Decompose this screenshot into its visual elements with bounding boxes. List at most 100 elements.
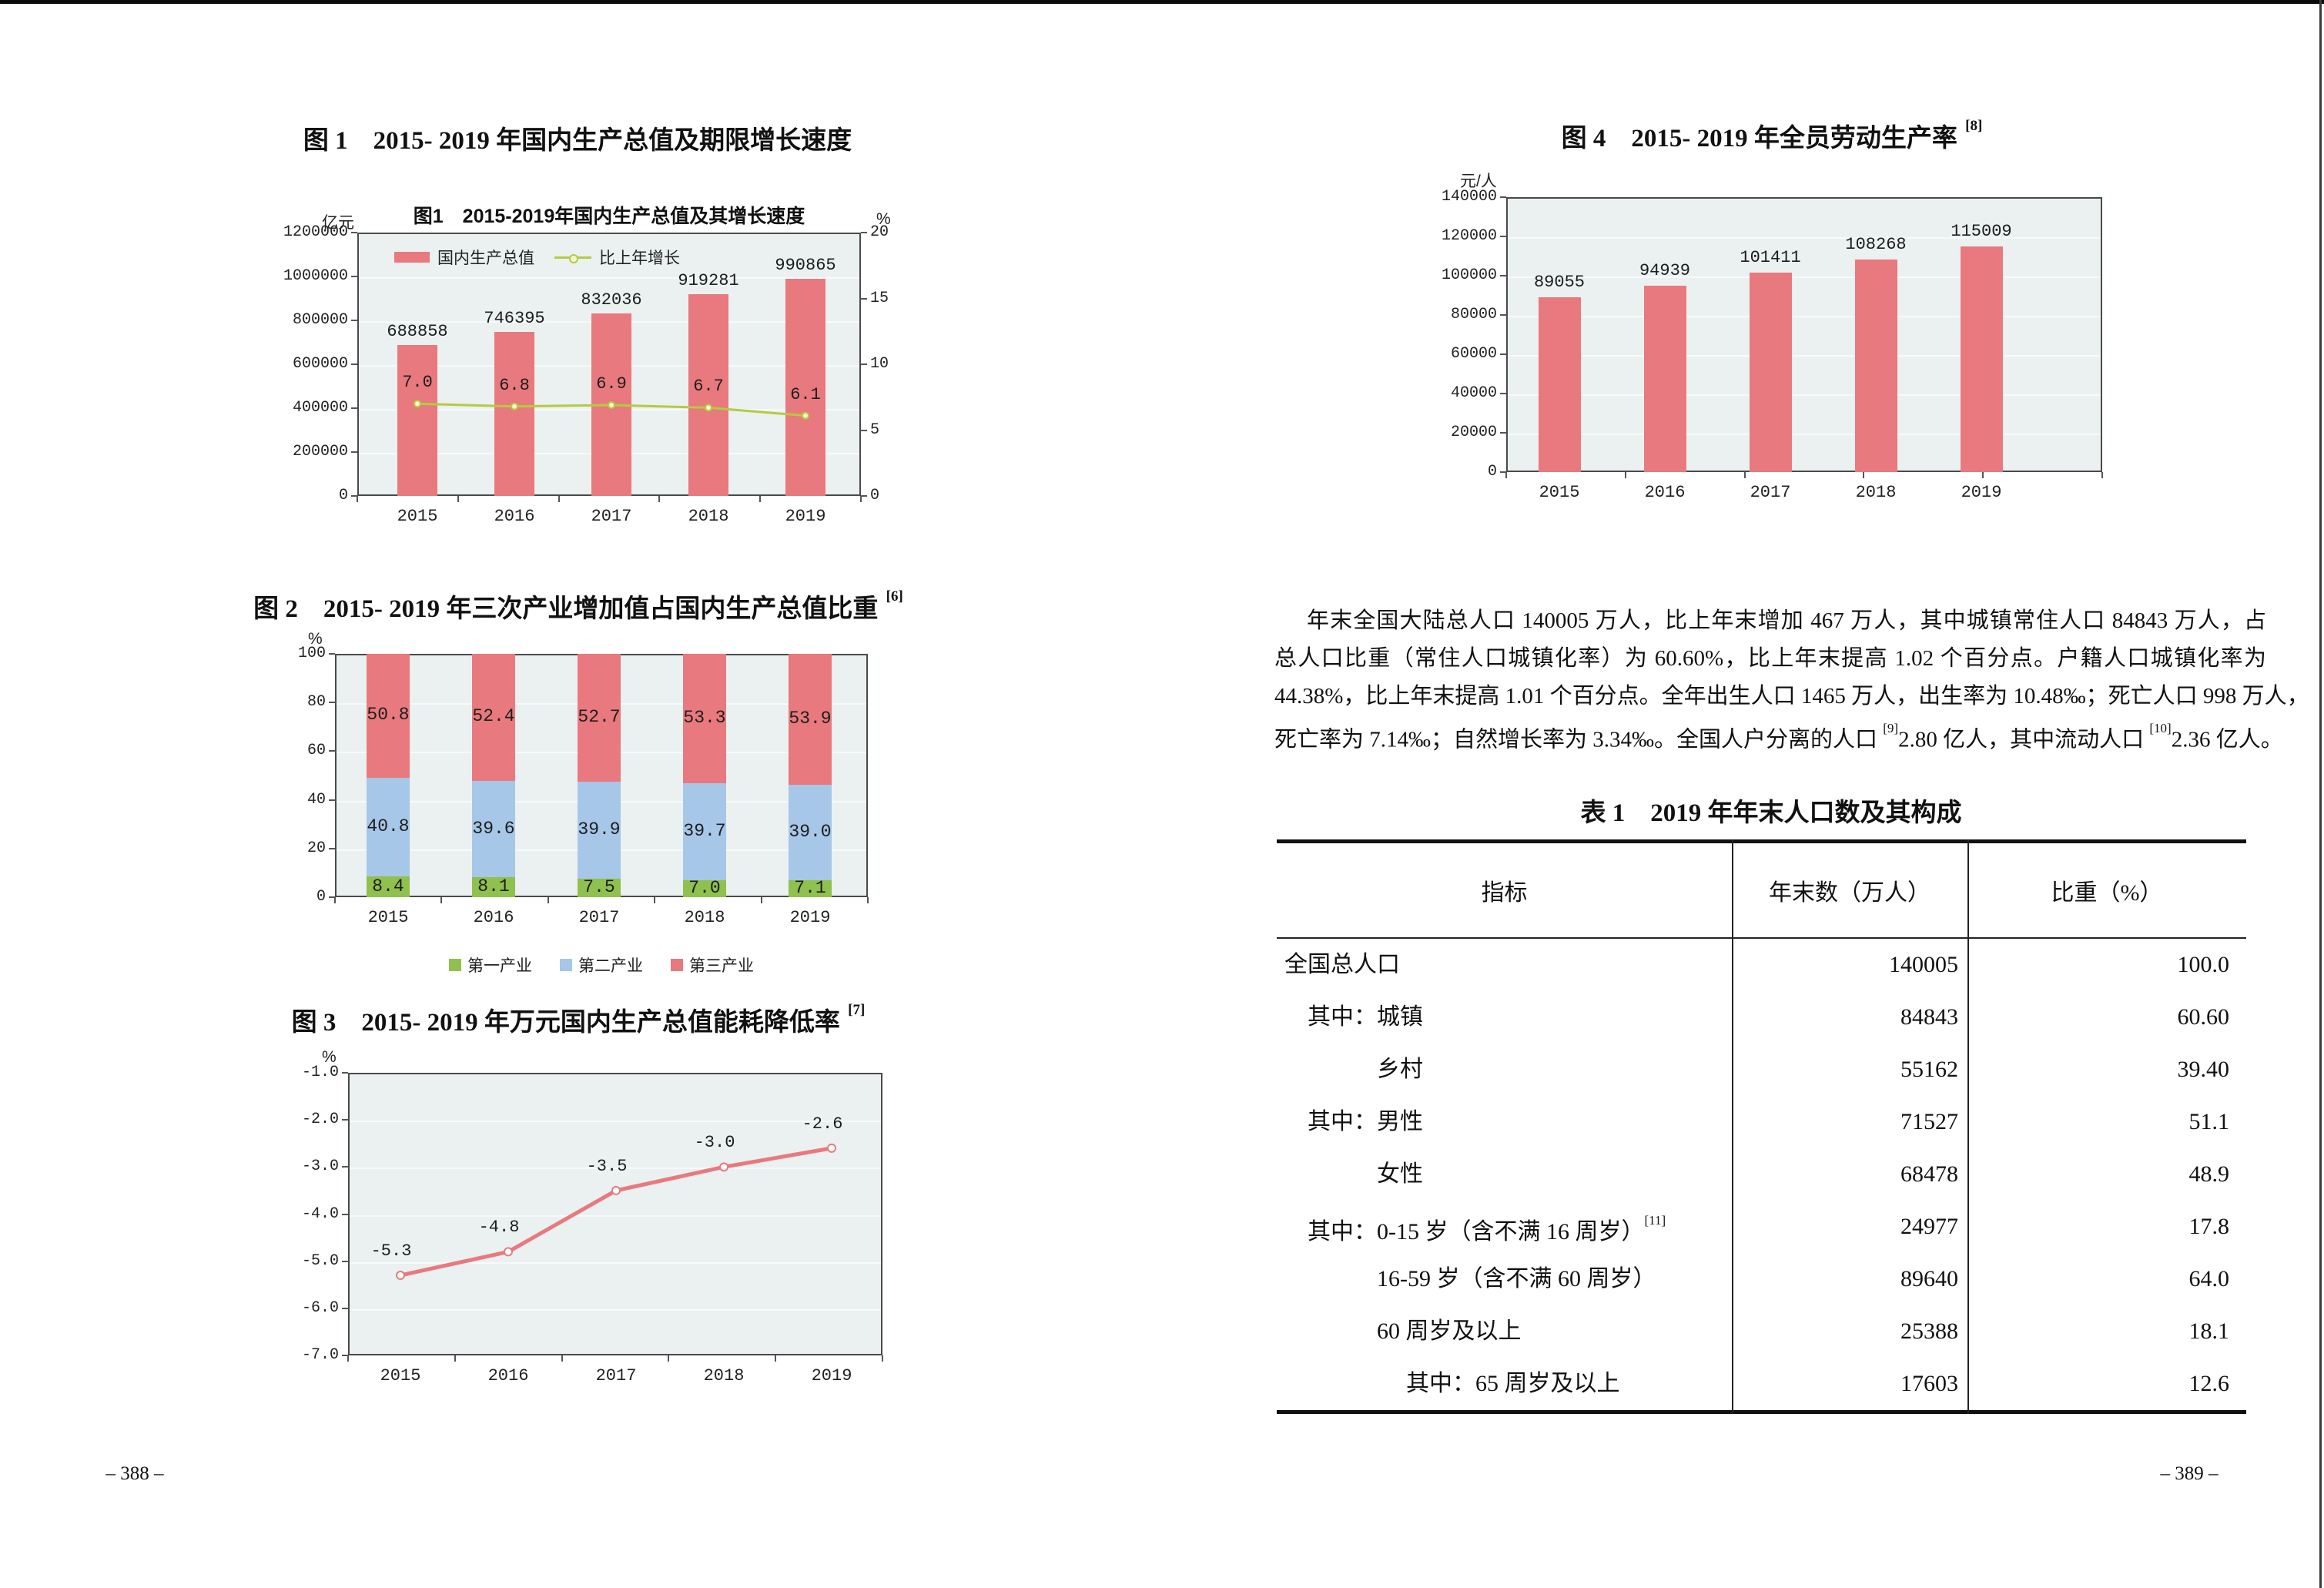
stack-第三产业-2015 xyxy=(367,654,410,778)
y-axis-tickmark xyxy=(1500,236,1506,237)
y-axis-tick-label: -4.0 xyxy=(301,1204,339,1223)
x-axis-label: 2016 xyxy=(494,507,535,526)
x-axis-label: 2019 xyxy=(785,507,826,526)
point-value-label: -3.0 xyxy=(694,1133,735,1153)
stack-value-label: 40.8 xyxy=(367,816,410,836)
y-axis-tickmark xyxy=(1500,196,1506,198)
y-axis-tick-label: 60 xyxy=(306,742,326,760)
y-axis-tickmark xyxy=(351,320,357,321)
x-axis-tickmark xyxy=(1505,472,1507,478)
table-bottom-border xyxy=(1277,1410,2246,1414)
growth-legend-line-sample xyxy=(554,253,591,263)
fig3-chart: % -1.0 -2.0 -3.0 -4.0 -5.0 -6.0 -7.0 2015 2016 201… xyxy=(254,1044,916,1405)
stack-第一产业-2016 xyxy=(472,877,515,897)
left-axis-unit-label: 亿元 xyxy=(322,214,354,232)
bar-value-label: 94939 xyxy=(1639,260,1690,280)
gridline xyxy=(1508,434,2101,435)
table-row: 60 周岁及以上 25388 18.1 xyxy=(1277,1305,2246,1358)
stack-第三产业-2019 xyxy=(789,654,832,786)
y-axis-tickmark xyxy=(351,495,357,497)
y-axis-tickmark xyxy=(329,653,335,655)
x-axis-tickmark xyxy=(1624,472,1626,478)
row-yearend-value: 71527 xyxy=(1900,1109,1958,1134)
legend-item-第三产业: 第三产业 xyxy=(671,953,754,977)
scan-top-edge xyxy=(0,0,2324,4)
y-axis-tick-label: 100000 xyxy=(1441,266,1497,284)
line-marker xyxy=(802,411,809,420)
productivity-bar-2017 xyxy=(1750,273,1792,472)
row-indicator-label: 16-59 岁（含不满 60 周岁） xyxy=(1377,1266,1656,1292)
y-axis-tickmark xyxy=(1500,314,1506,316)
y-axis-tick-label: 1000000 xyxy=(283,267,348,285)
x-axis-label: 2017 xyxy=(591,507,632,526)
y-axis-tickmark xyxy=(329,702,335,704)
row-label-superscript: [11] xyxy=(1644,1212,1666,1228)
x-axis-tickmark xyxy=(775,1355,777,1362)
line-marker xyxy=(504,1247,513,1257)
table-row: 全国总人口 140005 100.0 xyxy=(1277,939,2246,991)
table-row: 其中：0-15 岁（含不满 16 周岁）[11] 24977 17.8 xyxy=(1277,1201,2246,1253)
fig1-legend: 国内生产总值 比上年增长 xyxy=(394,246,680,269)
fig1-chart: 亿元% 图1 2015-2019年国内生产总值及其增长速度 1200000 10000… xyxy=(254,187,916,535)
x-axis-tickmark xyxy=(1863,472,1865,478)
row-indicator-label: 其中：0-15 岁（含不满 16 周岁）[11] xyxy=(1308,1212,1666,1245)
x-axis-tickmark xyxy=(1743,472,1746,478)
stack-value-label: 39.9 xyxy=(578,819,621,840)
row-indicator-label: 60 周岁及以上 xyxy=(1377,1318,1522,1344)
gdp-bar-2015 xyxy=(397,344,437,496)
x-axis-tickmark xyxy=(1982,472,1984,478)
gridline xyxy=(1508,394,2101,396)
right-axis-tick-label: 10 xyxy=(870,355,889,373)
row-indicator-label: 全国总人口 xyxy=(1284,952,1400,977)
x-axis-tickmark xyxy=(457,496,459,502)
right-axis-tick-label: 20 xyxy=(870,223,889,241)
gridline xyxy=(350,1121,881,1123)
y-axis-tickmark xyxy=(329,896,335,898)
stack-第二产业-2015 xyxy=(367,777,410,877)
y-axis-unit-label: % xyxy=(308,630,323,648)
table-header-yearend: 年末数（万人） xyxy=(1769,880,1931,906)
legend-label: 第一产业 xyxy=(467,957,532,975)
fig2-legend: 第一产业 第二产业 第三产业 xyxy=(335,953,868,977)
point-value-label: -4.8 xyxy=(478,1218,520,1238)
right-axis-tickmark xyxy=(861,429,867,431)
gdp-legend-swatch xyxy=(394,252,430,263)
fig1-title: 图 1 2015- 2019 年国内生产总值及期限增长速度 xyxy=(303,127,852,155)
x-axis-tickmark xyxy=(334,897,336,903)
y-axis-tickmark xyxy=(351,276,357,277)
y-axis-tick-label: 800000 xyxy=(292,311,348,329)
bar-value-label: 919281 xyxy=(678,271,739,290)
table-row: 其中：65 周岁及以上 17603 12.6 xyxy=(1277,1358,2246,1410)
y-axis-tickmark xyxy=(351,232,357,233)
row-yearend-value: 140005 xyxy=(1889,952,1958,977)
gdp-bar-2016 xyxy=(494,332,534,496)
x-axis-label: 2017 xyxy=(595,1366,637,1385)
y-axis-tickmark xyxy=(329,799,335,801)
page-number-left: – 388 – xyxy=(105,1463,164,1484)
right-axis-tickmark xyxy=(861,363,867,365)
stack-第一产业-2017 xyxy=(578,879,621,897)
row-yearend-value: 55162 xyxy=(1900,1057,1958,1082)
row-share-value: 48.9 xyxy=(2188,1161,2230,1187)
stack-第一产业-2015 xyxy=(367,876,410,897)
y-axis-tick-label: 40 xyxy=(306,790,326,809)
gdp-legend-label: 国内生产总值 xyxy=(437,250,534,267)
table-row: 乡村 55162 39.40 xyxy=(1277,1044,2246,1096)
stack-第三产业-2016 xyxy=(472,653,515,782)
stack-value-label: 7.1 xyxy=(794,877,826,898)
fig3-title: 图 3 2015- 2019 年万元国内生产总值能耗降低率 [7] xyxy=(291,1002,866,1037)
table-header-row: 指标 年末数（万人） 比重（%） xyxy=(1277,843,2246,937)
y-axis-tick-label: -6.0 xyxy=(301,1298,339,1317)
x-axis-tickmark xyxy=(668,1355,670,1362)
x-axis-tickmark xyxy=(760,897,762,903)
paragraph-line: 年末全国大陆总人口 140005 万人，比上年末增加 467 万人，其中城镇常住… xyxy=(1307,608,2266,633)
gridline xyxy=(1508,316,2101,317)
x-axis-tickmark xyxy=(882,1355,883,1362)
plot-area xyxy=(348,1073,882,1355)
table-header-indicator: 指标 xyxy=(1481,880,1528,906)
paragraph-line: 死亡率为 7.14‰；自然增长率为 3.34‰。全国人户分离的人口 [9]2.8… xyxy=(1274,721,2283,752)
table-header-underline xyxy=(1277,937,2246,939)
stack-value-label: 52.7 xyxy=(578,706,621,727)
y-axis-tick-label: 400000 xyxy=(292,399,348,417)
x-axis-label: 2015 xyxy=(1539,483,1580,502)
